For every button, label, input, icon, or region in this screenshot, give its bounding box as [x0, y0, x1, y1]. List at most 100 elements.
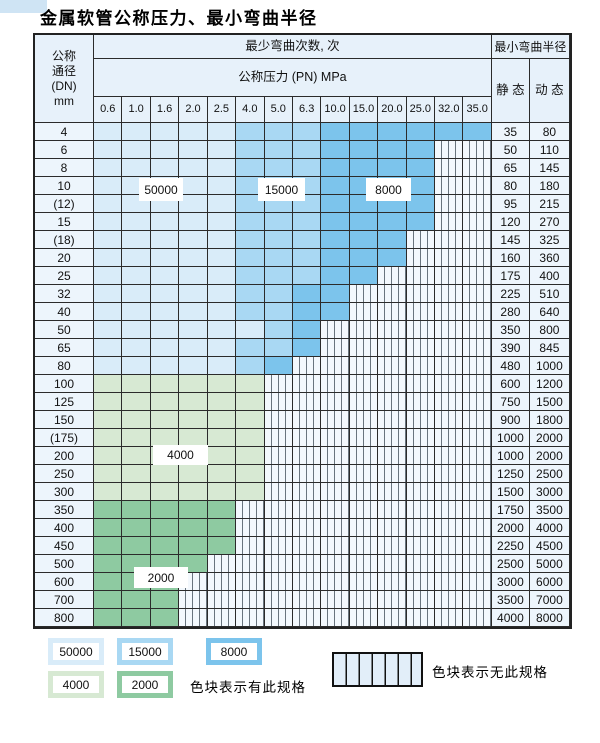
matrix-cell — [122, 303, 151, 321]
matrix-cell — [150, 465, 180, 483]
matrix-cell — [321, 447, 350, 465]
matrix-cell — [463, 465, 492, 483]
matrix-cell — [94, 537, 123, 555]
dn-header-line: 通径 — [51, 64, 76, 78]
matrix-cell — [292, 573, 322, 591]
matrix-cell — [236, 393, 265, 411]
matrix-cell — [207, 267, 237, 285]
matrix-cell — [378, 357, 407, 375]
matrix-cell — [321, 177, 350, 195]
matrix-cell — [349, 519, 379, 537]
matrix-cell — [463, 591, 492, 609]
band-label-4000: 4000 — [154, 446, 207, 464]
matrix-cell — [321, 195, 350, 213]
dn-cell: 80 — [35, 357, 94, 375]
matrix-cell — [435, 285, 464, 303]
matrix-cell — [321, 501, 350, 519]
legend-swatch-value: 8000 — [211, 643, 257, 660]
matrix-cell — [150, 339, 180, 357]
matrix-cell — [264, 429, 293, 447]
matrix-cell — [150, 285, 180, 303]
matrix-cell — [236, 303, 265, 321]
dn-cell: 32 — [35, 285, 94, 303]
matrix-cell — [378, 411, 407, 429]
min-bend-radius-header: 最小弯曲半径 — [491, 35, 570, 59]
matrix-cell — [406, 609, 436, 627]
matrix-cell — [435, 429, 464, 447]
pressure-tick: 1.0 — [122, 97, 151, 123]
dn-cell: 500 — [35, 555, 94, 573]
matrix-cell — [292, 249, 322, 267]
matrix-cell — [406, 267, 436, 285]
matrix-cell — [207, 321, 237, 339]
matrix-cell — [321, 591, 350, 609]
matrix-cell — [122, 375, 151, 393]
matrix-cell — [94, 141, 123, 159]
dynamic-radius-cell: 80 — [529, 123, 570, 141]
matrix-cell — [463, 321, 492, 339]
matrix-cell — [463, 177, 492, 195]
matrix-cell — [264, 591, 293, 609]
dynamic-radius-cell: 270 — [529, 213, 570, 231]
matrix-cell — [236, 555, 265, 573]
matrix-cell — [207, 375, 237, 393]
matrix-cell — [264, 321, 293, 339]
matrix-cell — [292, 339, 322, 357]
pressure-tick: 20.0 — [378, 97, 407, 123]
static-radius-cell: 50 — [491, 141, 530, 159]
bend-cycles-header: 最少弯曲次数, 次 — [94, 35, 492, 59]
matrix-cell — [292, 123, 322, 141]
matrix-cell — [264, 573, 293, 591]
matrix-cell — [435, 465, 464, 483]
matrix-cell — [94, 303, 123, 321]
matrix-cell — [435, 123, 464, 141]
legend-swatch-4000: 4000 — [48, 671, 104, 698]
matrix-cell — [435, 195, 464, 213]
dn-cell: 300 — [35, 483, 94, 501]
matrix-cell — [406, 537, 436, 555]
matrix-cell — [179, 591, 208, 609]
matrix-cell — [207, 195, 237, 213]
matrix-cell — [94, 519, 123, 537]
legend-swatch-value: 15000 — [122, 643, 168, 660]
matrix-cell — [122, 429, 151, 447]
matrix-cell — [236, 231, 265, 249]
dn-cell: 150 — [35, 411, 94, 429]
matrix-cell — [122, 483, 151, 501]
matrix-cell — [150, 537, 180, 555]
matrix-cell — [435, 339, 464, 357]
matrix-cell — [321, 285, 350, 303]
matrix-cell — [435, 249, 464, 267]
legend: 色块表示有此规格 色块表示无此规格 50000 15000 8000 4000 2000 — [0, 638, 600, 718]
band-label-50000: 50000 — [140, 179, 182, 200]
static-radius-cell: 80 — [491, 177, 530, 195]
matrix-cell — [406, 393, 436, 411]
matrix-cell — [236, 321, 265, 339]
matrix-cell — [406, 501, 436, 519]
matrix-cell — [264, 501, 293, 519]
matrix-cell — [207, 429, 237, 447]
pressure-tick: 15.0 — [349, 97, 379, 123]
matrix-cell — [321, 411, 350, 429]
matrix-cell — [122, 357, 151, 375]
matrix-cell — [264, 393, 293, 411]
matrix-cell — [150, 411, 180, 429]
matrix-cell — [463, 357, 492, 375]
matrix-cell — [435, 393, 464, 411]
static-radius-cell: 225 — [491, 285, 530, 303]
static-radius-cell: 3500 — [491, 591, 530, 609]
matrix-cell — [463, 519, 492, 537]
static-radius-cell: 390 — [491, 339, 530, 357]
matrix-cell — [292, 303, 322, 321]
matrix-cell — [94, 195, 123, 213]
matrix-cell — [349, 393, 379, 411]
pressure-tick: 10.0 — [321, 97, 350, 123]
matrix-cell — [292, 285, 322, 303]
matrix-cell — [406, 519, 436, 537]
matrix-cell — [264, 159, 293, 177]
pressure-tick: 6.3 — [292, 97, 322, 123]
matrix-cell — [321, 429, 350, 447]
dynamic-radius-cell: 3500 — [529, 501, 570, 519]
static-radius-cell: 1000 — [491, 447, 530, 465]
matrix-cell — [378, 537, 407, 555]
